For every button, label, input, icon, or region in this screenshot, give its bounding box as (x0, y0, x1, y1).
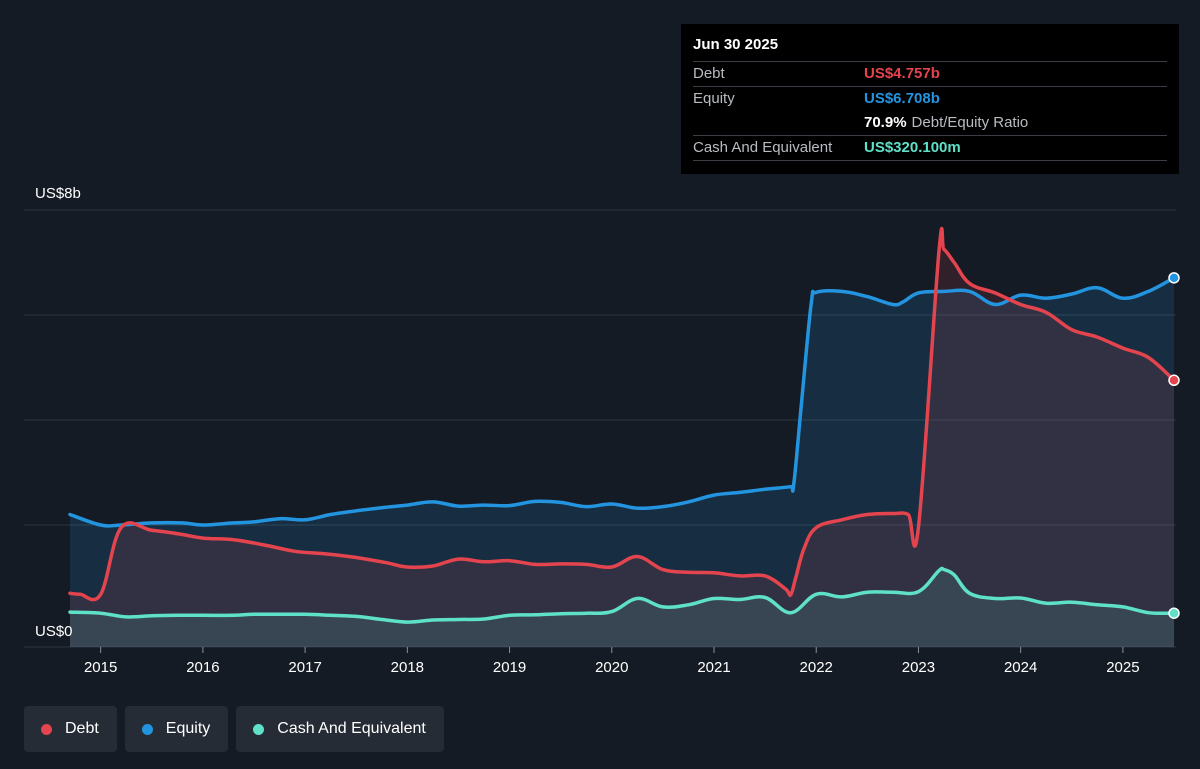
debt-line (68, 227, 1176, 602)
cash-end-point (1168, 607, 1180, 619)
x-tick-label: 2018 (391, 659, 424, 676)
tooltip-cash-value: US$320.100m (864, 139, 961, 156)
tooltip-debt-value: US$4.757b (864, 65, 940, 82)
cash-line (68, 566, 1176, 624)
tooltip-cash-row: Cash And Equivalent US$320.100m (693, 135, 1167, 160)
debt-area (70, 228, 1174, 648)
legend-label-equity: Equity (165, 720, 211, 737)
legend-label-cash: Cash And Equivalent (277, 720, 426, 737)
legend-item-cash[interactable]: Cash And Equivalent (236, 706, 444, 752)
tooltip-equity-value: US$6.708b (864, 90, 940, 107)
x-tick-label: 2015 (84, 659, 117, 676)
x-tick-label: 2019 (493, 659, 526, 676)
tooltip-panel: Jun 30 2025 Debt US$4.757b Equity US$6.7… (681, 24, 1179, 174)
debt-end-point (1168, 374, 1180, 387)
x-tick-label: 2021 (697, 659, 730, 676)
legend-item-equity[interactable]: Equity (124, 706, 229, 752)
series-areas (70, 228, 1174, 648)
x-tick-label: 2023 (902, 659, 935, 676)
tooltip-debt-row: Debt US$4.757b (693, 61, 1167, 86)
tooltip-ratio-value: 70.9% (864, 114, 907, 131)
legend-label-debt: Debt (65, 720, 99, 737)
y-axis-bottom-label: US$0 (35, 623, 73, 640)
legend-item-debt[interactable]: Debt (24, 706, 117, 752)
series-lines (68, 227, 1180, 624)
chart-legend: Debt Equity Cash And Equivalent (24, 706, 444, 752)
y-axis-top-label: US$8b (35, 185, 81, 202)
tooltip-cash-label: Cash And Equivalent (693, 139, 833, 156)
tooltip-debt-label: Debt (693, 65, 725, 82)
x-tick-label: 2024 (1004, 659, 1037, 676)
equity-line (68, 276, 1176, 528)
legend-dot-equity (141, 723, 153, 735)
tooltip-ratio-label: Debt/Equity Ratio (911, 114, 1029, 131)
tooltip-date: Jun 30 2025 (693, 36, 779, 53)
debt-equity-chart: 2015 2016 2017 2018 2019 2020 2021 2022 2023 2024… (24, 185, 1180, 676)
x-tick-label: 2017 (288, 659, 321, 676)
x-tick-label: 2025 (1106, 659, 1139, 676)
x-tick-label: 2016 (186, 659, 219, 676)
tooltip-equity-row: Equity US$6.708b (693, 86, 1167, 111)
tooltip-equity-label: Equity (693, 90, 735, 107)
equity-end-point (1168, 272, 1180, 284)
legend-dot-cash (253, 723, 265, 735)
x-axis-ticks: 2015 2016 2017 2018 2019 2020 2021 2022 2023 2024… (84, 647, 1140, 676)
legend-dot-debt (41, 723, 52, 735)
tooltip-ratio-row: 70.9% Debt/Equity Ratio (693, 111, 1167, 135)
x-tick-label: 2022 (800, 659, 833, 676)
x-tick-label: 2020 (595, 659, 628, 676)
